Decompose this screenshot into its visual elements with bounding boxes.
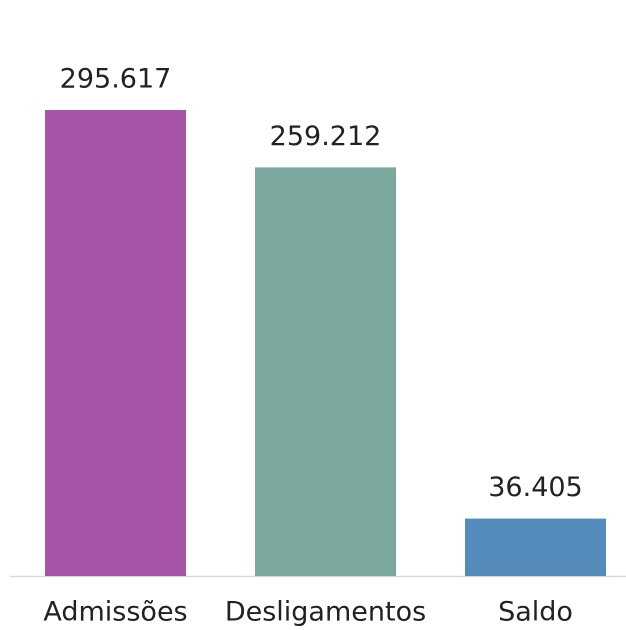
value-label: 36.405 xyxy=(488,472,582,503)
x-tick-label: Desligamentos xyxy=(225,597,426,628)
x-tick-label: Saldo xyxy=(498,597,573,628)
value-label: 259.212 xyxy=(270,121,382,152)
bar xyxy=(255,167,396,577)
value-label: 295.617 xyxy=(60,64,172,95)
x-tick-label: Admissões xyxy=(43,597,187,628)
bar xyxy=(45,110,186,576)
bar xyxy=(465,518,606,576)
